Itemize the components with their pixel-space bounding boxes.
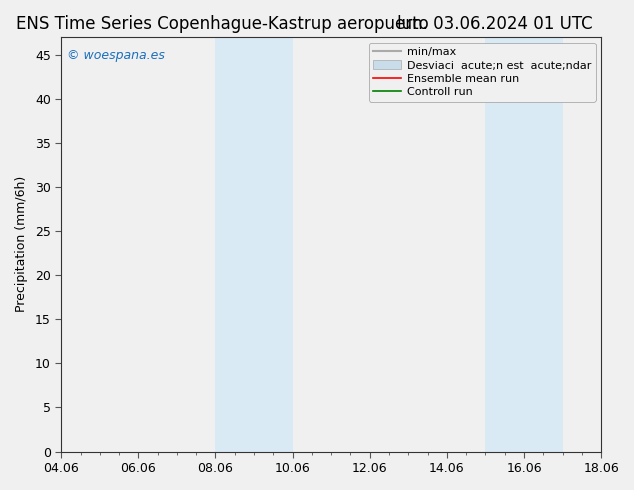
Y-axis label: Precipitation (mm/6h): Precipitation (mm/6h) bbox=[15, 176, 28, 313]
Legend: min/max, Desviaci  acute;n est  acute;ndar, Ensemble mean run, Controll run: min/max, Desviaci acute;n est acute;ndar… bbox=[369, 43, 595, 101]
Bar bbox=[486, 37, 562, 452]
Bar bbox=[216, 37, 293, 452]
Text: © woespana.es: © woespana.es bbox=[67, 49, 164, 63]
Text: lun. 03.06.2024 01 UTC: lun. 03.06.2024 01 UTC bbox=[397, 15, 592, 33]
Text: ENS Time Series Copenhague-Kastrup aeropuerto: ENS Time Series Copenhague-Kastrup aerop… bbox=[15, 15, 429, 33]
